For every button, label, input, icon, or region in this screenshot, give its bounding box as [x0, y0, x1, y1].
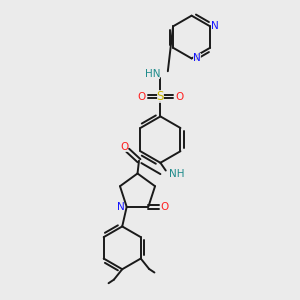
Text: N: N	[117, 202, 124, 212]
Text: O: O	[137, 92, 146, 101]
Text: NH: NH	[169, 169, 184, 179]
Text: O: O	[120, 142, 128, 152]
Text: O: O	[175, 92, 184, 101]
Text: O: O	[160, 202, 169, 212]
Text: HN: HN	[145, 69, 161, 79]
Text: N: N	[193, 53, 200, 64]
Text: N: N	[211, 21, 219, 32]
Text: S: S	[157, 90, 164, 103]
